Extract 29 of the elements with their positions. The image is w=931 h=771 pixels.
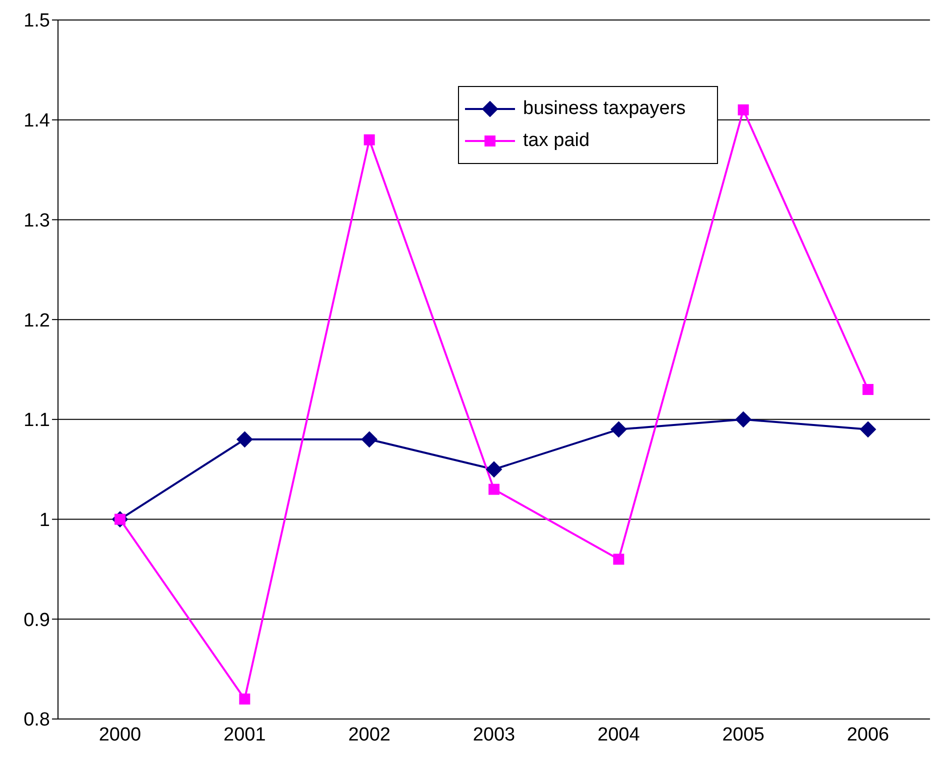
point [862,384,874,395]
point [361,431,378,448]
y-tick-label: 1.2 [24,310,50,332]
point [486,461,502,478]
x-tick-label: 2006 [846,724,890,746]
x-tick-label: 2005 [722,724,764,746]
x-tick-label: 2004 [598,724,640,746]
point [488,484,500,495]
point [860,421,876,438]
point [613,554,624,565]
point [738,104,749,116]
y-tick-label: 0.8 [24,710,50,731]
x-tick-label: 2002 [348,724,390,746]
point [236,431,253,448]
y-tick-label: 1.1 [24,410,50,432]
y-tick-label: 1.4 [24,110,50,132]
y-tick-label: 0.9 [24,610,50,631]
y-tick-label: 1.3 [24,210,50,232]
x-tick-label: 2003 [472,724,516,746]
x-tick-label: 2000 [98,724,142,746]
point [610,421,627,438]
legend-label: tax paid [523,130,590,152]
y-tick-label: 1.5 [24,10,50,32]
point [364,134,375,146]
y-tick-label: 1 [39,510,50,532]
x-tick-label: 2001 [224,724,266,746]
point [239,694,250,705]
point [735,411,752,428]
legend-label: business taxpayers [523,98,686,120]
